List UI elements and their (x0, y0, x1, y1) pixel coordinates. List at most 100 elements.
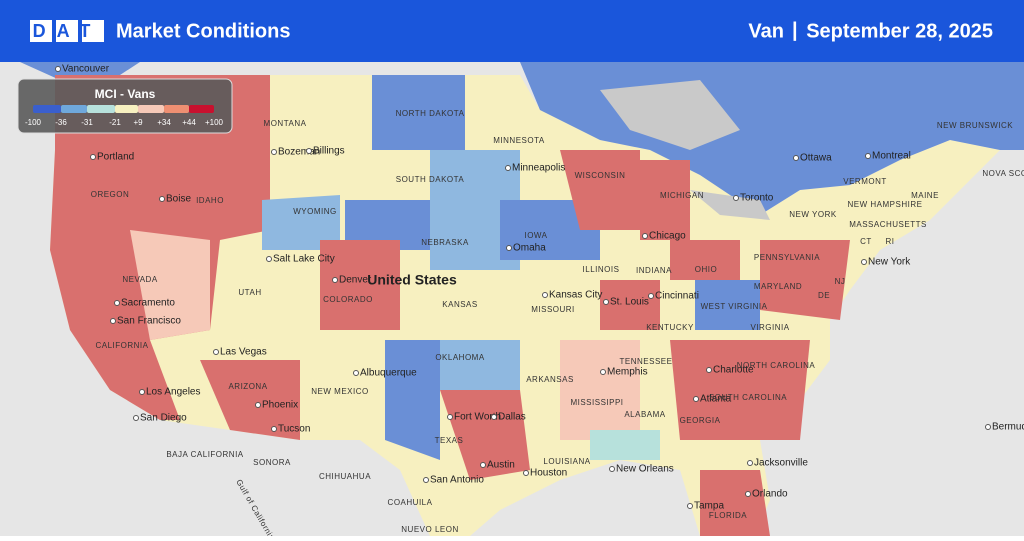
legend-swatch (33, 105, 61, 113)
region-label: NORTH DAKOTA (396, 109, 465, 118)
city-label: Tucson (278, 424, 310, 435)
city-label: Phoenix (262, 400, 298, 411)
region-label: NEBRASKA (421, 238, 469, 247)
city-dot (424, 478, 429, 483)
city-dot (543, 293, 548, 298)
legend-swatch (164, 105, 189, 113)
city-dot (307, 149, 312, 154)
city-dot (272, 427, 277, 432)
region-label: MINNESOTA (493, 136, 545, 145)
city-label: Minneapolis (512, 163, 565, 174)
region-label: CT (860, 237, 872, 246)
legend-label: -21 (109, 118, 121, 127)
region-label: MARYLAND (754, 282, 802, 291)
legend-label: -31 (81, 118, 93, 127)
city-label: Kansas City (549, 290, 602, 301)
city-dot (707, 368, 712, 373)
region-label: NOVA SCO (982, 169, 1024, 178)
city-dot (524, 471, 529, 476)
header-separator: | (792, 19, 798, 41)
region-label: OKLAHOMA (435, 353, 485, 362)
city-label: Toronto (740, 193, 774, 204)
city-label: Tampa (694, 501, 724, 512)
region-label: ARKANSAS (526, 375, 574, 384)
region-label: UTAH (238, 288, 261, 297)
city-dot (506, 166, 511, 171)
region-label: NEW MEXICO (311, 387, 368, 396)
city-dot (115, 301, 120, 306)
header-mode: Van (748, 20, 784, 42)
region-label: CHIHUAHUA (319, 472, 371, 481)
city-dot (56, 67, 61, 72)
city-dot (272, 150, 277, 155)
city-dot (601, 370, 606, 375)
city-dot (267, 257, 272, 262)
region-label: TEXAS (435, 436, 464, 445)
logo-text: DAT (33, 21, 102, 41)
city-dot (794, 156, 799, 161)
city-dot (256, 403, 261, 408)
region-label: SONORA (253, 458, 291, 467)
region-label: COAHUILA (388, 498, 433, 507)
region-label: INDIANA (636, 266, 672, 275)
city-label: Portland (97, 152, 134, 163)
legend-swatch (189, 105, 214, 113)
city-label: Billings (313, 146, 345, 157)
city-label: San Antonio (430, 475, 484, 486)
header-date: September 28, 2025 (806, 20, 993, 42)
region-label: GEORGIA (680, 416, 721, 425)
region-label: LOUISIANA (543, 457, 590, 466)
region-label: BAJA CALIFORNIA (166, 450, 243, 459)
region-label: SOUTH CAROLINA (709, 393, 787, 402)
city-label: Orlando (752, 489, 788, 500)
region-mild (590, 430, 660, 460)
legend-label: +44 (182, 118, 196, 127)
region-label: NEVADA (122, 275, 157, 284)
region-label: WISCONSIN (575, 171, 626, 180)
city-label: New Orleans (616, 464, 674, 475)
legend-label: +34 (157, 118, 171, 127)
city-label: Memphis (607, 367, 648, 378)
region-label: FLORIDA (709, 511, 747, 520)
region-label: PENNSYLVANIA (754, 253, 820, 262)
region-label: MISSOURI (531, 305, 575, 314)
city-label: Denver (339, 275, 372, 286)
region-label: ARIZONA (228, 382, 267, 391)
region-label: DE (818, 291, 830, 300)
city-dot (862, 260, 867, 265)
city-label: Cincinnati (655, 291, 699, 302)
region-label: MASSACHUSETTS (849, 220, 927, 229)
legend-swatch (138, 105, 164, 113)
city-dot (134, 416, 139, 421)
city-dot (333, 278, 338, 283)
region-label: NORTH CAROLINA (737, 361, 816, 370)
city-dot (746, 492, 751, 497)
region-label: MONTANA (264, 119, 307, 128)
city-label: Las Vegas (220, 347, 267, 358)
legend-swatch (61, 105, 87, 113)
legend-label: +100 (205, 118, 224, 127)
city-label: Houston (530, 468, 567, 479)
region-label: MISSISSIPPI (570, 398, 623, 407)
city-dot (643, 234, 648, 239)
region-label: NEW HAMPSHIRE (848, 200, 923, 209)
city-dot (160, 197, 165, 202)
region-label: COLORADO (323, 295, 373, 304)
legend-label: -36 (55, 118, 67, 127)
region-cool (440, 340, 520, 390)
city-dot (214, 350, 219, 355)
city-dot (448, 415, 453, 420)
city-label: Jacksonville (754, 458, 808, 469)
city-dot (734, 196, 739, 201)
region-label: VIRGINIA (750, 323, 789, 332)
city-label: Montreal (872, 151, 911, 162)
city-label: Bermuda (992, 422, 1024, 433)
region-label: VERMONT (843, 177, 887, 186)
city-dot (748, 461, 753, 466)
city-dot (140, 390, 145, 395)
city-dot (354, 371, 359, 376)
region-label: KANSAS (442, 300, 477, 309)
city-label: Ottawa (800, 153, 832, 164)
region-label: NUEVO LEON (401, 525, 458, 534)
